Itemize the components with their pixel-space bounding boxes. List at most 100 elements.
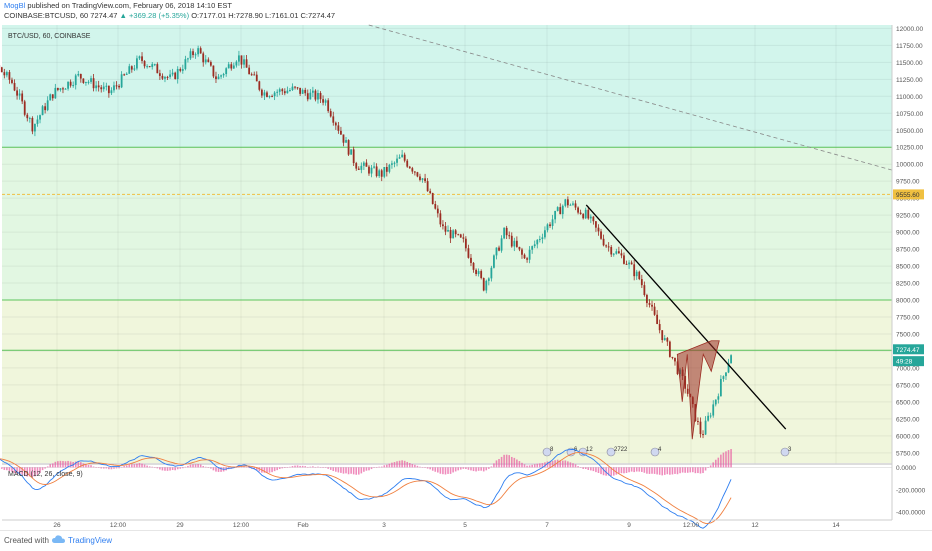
histogram-bar <box>139 463 141 467</box>
histogram-bar <box>197 464 199 467</box>
candle-body <box>269 96 271 97</box>
histogram-bar <box>284 467 286 468</box>
histogram-bar <box>406 462 408 467</box>
histogram-bar <box>312 466 314 467</box>
candle-body <box>207 59 209 62</box>
histogram-bar <box>621 467 623 473</box>
histogram-bar <box>641 467 643 472</box>
candle-body <box>292 87 294 90</box>
candle-body <box>577 208 579 213</box>
candle-body <box>100 87 102 89</box>
marker-level-label: 9555.60 <box>896 192 920 199</box>
candle-body <box>24 101 26 114</box>
histogram-bar <box>427 467 429 468</box>
candle-body <box>82 79 84 83</box>
histogram-bar <box>585 467 587 469</box>
histogram-bar <box>65 461 67 467</box>
candle-body <box>621 253 623 255</box>
candle-body <box>332 116 334 122</box>
x-tick-label: 29 <box>176 522 184 529</box>
histogram-bar <box>88 465 90 467</box>
candle-body <box>626 264 628 265</box>
candle-body <box>378 170 380 176</box>
histogram-bar <box>396 461 398 467</box>
candle-body <box>654 307 656 315</box>
histogram-bar <box>327 467 329 468</box>
histogram-bar <box>60 461 62 468</box>
histogram-bar <box>332 467 334 471</box>
histogram-bar <box>651 467 653 473</box>
candle-body <box>643 285 645 295</box>
candle-body <box>623 255 625 263</box>
histogram-bar <box>442 467 444 474</box>
histogram-bar <box>506 455 508 468</box>
candle-body <box>391 163 393 164</box>
candle-body <box>156 64 158 73</box>
candle-body <box>710 416 712 417</box>
histogram-bar <box>667 467 669 474</box>
candle-body <box>427 181 429 191</box>
histogram-bar <box>149 466 151 467</box>
candle-body <box>162 76 164 79</box>
candle-body <box>202 53 204 62</box>
histogram-bar <box>128 464 130 467</box>
histogram-bar <box>310 467 312 468</box>
candle-body <box>133 68 135 69</box>
candle-body <box>516 241 518 247</box>
histogram-bar <box>572 463 574 467</box>
candle-body <box>549 224 551 226</box>
histogram-bar <box>195 464 197 467</box>
candle-body <box>521 249 523 254</box>
histogram-bar <box>208 467 210 468</box>
candle-body <box>113 85 115 90</box>
candle-body <box>315 91 317 100</box>
candle-body <box>67 82 69 89</box>
histogram-bar <box>720 455 722 468</box>
created-with-text: Created with <box>4 536 49 545</box>
histogram-bar <box>707 467 709 468</box>
candle-body <box>672 357 674 358</box>
candle-body <box>144 61 146 66</box>
histogram-bar <box>108 467 110 469</box>
candle-body <box>730 355 732 363</box>
candle-body <box>248 68 250 75</box>
candle-body <box>664 338 666 340</box>
histogram-bar <box>179 467 181 468</box>
candle-body <box>266 92 268 97</box>
histogram-bar <box>6 467 8 470</box>
histogram-bar <box>646 467 648 473</box>
histogram-bar <box>432 467 434 470</box>
candle-body <box>340 131 342 135</box>
candle-body <box>215 76 217 79</box>
candle-body <box>238 55 240 61</box>
candle-body <box>450 230 452 238</box>
candle-body <box>373 166 375 167</box>
histogram-bar <box>575 464 577 467</box>
histogram-bar <box>157 467 159 468</box>
candle-body <box>615 251 617 253</box>
histogram-bar <box>422 467 424 468</box>
y-tick-label: 11250.00 <box>896 77 923 84</box>
tradingview-brand[interactable]: TradingView <box>68 536 112 545</box>
candle-body <box>205 59 207 62</box>
candle-body <box>281 89 283 91</box>
y-tick-label: 8250.00 <box>896 281 920 288</box>
candle-body <box>218 77 220 79</box>
candle-body <box>452 230 454 238</box>
candle-body <box>261 90 263 96</box>
candle-body <box>508 235 510 236</box>
x-tick-label: 14 <box>832 522 840 529</box>
candle-body <box>600 231 602 238</box>
candle-body <box>388 165 390 172</box>
candle-body <box>182 69 184 71</box>
price-zone <box>2 147 892 300</box>
y-tick-label: 9250.00 <box>896 213 920 220</box>
histogram-bar <box>111 467 113 469</box>
histogram-bar <box>710 465 712 467</box>
histogram-bar <box>141 464 143 468</box>
candle-body <box>42 106 44 115</box>
histogram-bar <box>172 467 174 470</box>
candle-body <box>335 123 337 126</box>
histogram-bar <box>70 461 72 467</box>
